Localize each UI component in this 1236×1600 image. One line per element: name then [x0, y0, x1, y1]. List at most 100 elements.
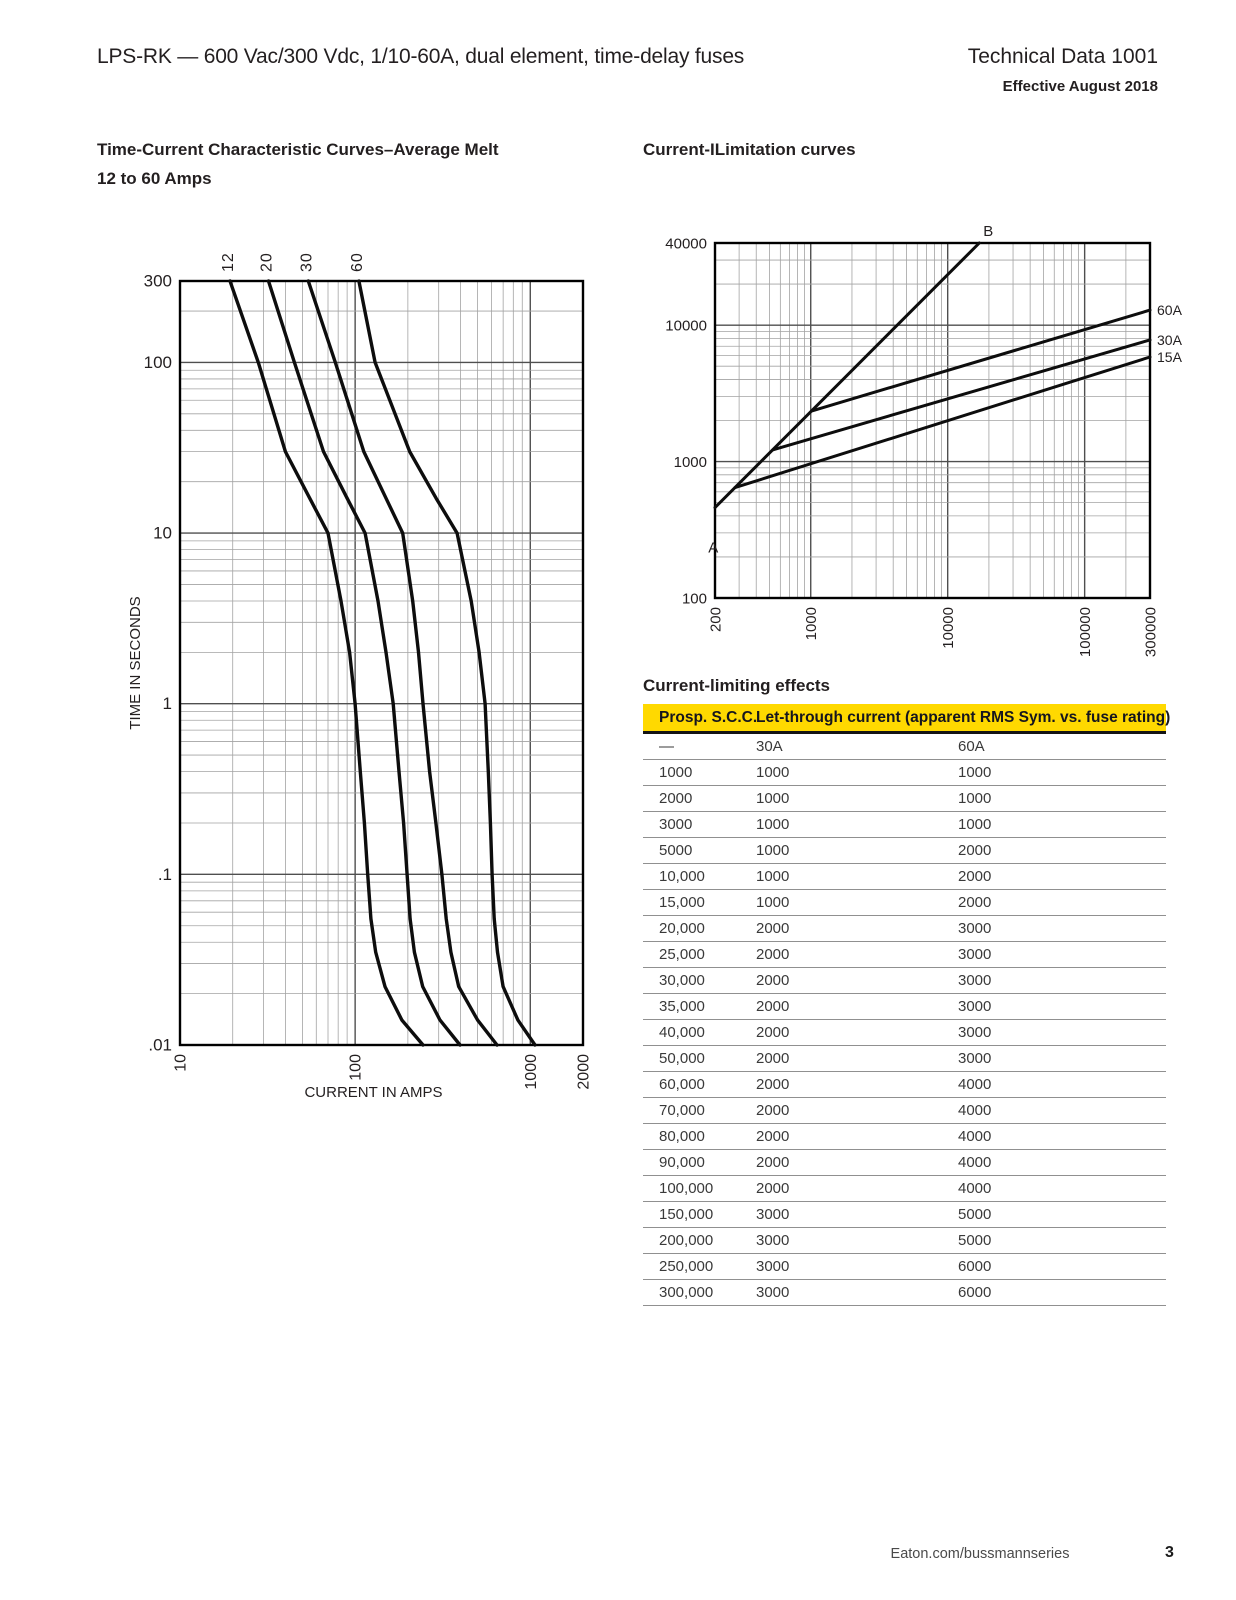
- x-tick-label: 1000: [523, 1054, 540, 1090]
- table-cell: 3000: [748, 1227, 950, 1254]
- table-cell: 1000: [950, 785, 1166, 812]
- table-cell: 6000: [950, 1253, 1166, 1280]
- table-cell: 3000: [643, 811, 748, 838]
- curve-60A: [810, 308, 1152, 413]
- y-tick-label: 100: [144, 353, 172, 372]
- x-tick-label: 2000: [576, 1054, 593, 1090]
- table-cell: 5000: [950, 1201, 1166, 1228]
- y-tick-label: 1: [163, 694, 172, 713]
- table-row: 3000 1000 1000: [643, 811, 1166, 838]
- table-cell: 300,000: [643, 1279, 748, 1306]
- y-tick-label: 40000: [665, 236, 707, 253]
- curve-label-60A: 60A: [1157, 302, 1183, 318]
- curve-60: [357, 279, 537, 1047]
- table-cell: 3000: [748, 1253, 950, 1280]
- doc-number: Technical Data 1001: [967, 45, 1158, 68]
- table-cell: 2000: [748, 1045, 950, 1072]
- table-row: 5000 1000 2000: [643, 837, 1166, 864]
- table-cell: 3000: [950, 993, 1166, 1020]
- table-cell: 1000: [748, 785, 950, 812]
- table-cell: 1000: [950, 811, 1166, 838]
- table-cell: 4000: [950, 1149, 1166, 1176]
- subheader-cell: —: [643, 732, 748, 760]
- table-cell: 2000: [748, 1175, 950, 1202]
- x-tick-label: 100000: [1077, 607, 1094, 657]
- curve-label-30A: 30A: [1157, 332, 1183, 348]
- y-tick-label: .1: [158, 865, 172, 884]
- table-row: 40,000 2000 3000: [643, 1019, 1166, 1046]
- table-cell: 2000: [748, 1123, 950, 1150]
- plot-border: [178, 279, 585, 1047]
- curve-15A: [733, 355, 1152, 490]
- table-row: 60,000 2000 4000: [643, 1071, 1166, 1098]
- footer-url: Eaton.com/bussmannseries: [890, 1546, 1070, 1562]
- subheader-cell: 60A: [950, 732, 1166, 760]
- table-cell: 3000: [748, 1279, 950, 1306]
- right-chart-title: Current-ILimitation curves: [643, 140, 856, 159]
- subheader-cell: 30A: [748, 732, 950, 760]
- table-cell: 6000: [950, 1279, 1166, 1306]
- x-tick-label: 10000: [940, 607, 957, 649]
- x-axis-title: CURRENT IN AMPS: [304, 1084, 442, 1101]
- curve-20: [266, 279, 462, 1047]
- y-axis-title: TIME IN SECONDS: [127, 596, 144, 729]
- table-cell: 3000: [950, 915, 1166, 942]
- table-cell: 1000: [748, 837, 950, 864]
- curve-30: [306, 279, 499, 1047]
- table-cell: 35,000: [643, 993, 748, 1020]
- current-limiting-effects-block: Current-limiting effects Prosp. S.C.C. Le…: [643, 676, 1170, 1306]
- table-row: 10,000 1000 2000: [643, 863, 1166, 890]
- table-cell: 70,000: [643, 1097, 748, 1124]
- curve-label-20: 20: [258, 252, 275, 272]
- table-cell: 3000: [950, 941, 1166, 968]
- table-cell: 3000: [950, 1019, 1166, 1046]
- table-row: 150,000 3000 5000: [643, 1201, 1166, 1228]
- time-current-chart: 12 20 30 60 300 100 10 1.1.01 10 100 1000 2000 CURRE…: [118, 238, 648, 1118]
- annotation-A: A: [708, 539, 718, 556]
- table-row: 15,000 1000 2000: [643, 889, 1166, 916]
- x-tick-label: 300000: [1143, 607, 1160, 657]
- table-cell: 200,000: [643, 1227, 748, 1254]
- table-cell: 2000: [748, 1071, 950, 1098]
- table-cell: 2000: [950, 889, 1166, 916]
- left-chart-title: Time-Current Characteristic Curves–Avera…: [97, 140, 499, 159]
- table-cell: 2000: [748, 1149, 950, 1176]
- table-cell: 50,000: [643, 1045, 748, 1072]
- y-tick-label: 10: [153, 524, 172, 543]
- table-cell: 10,000: [643, 863, 748, 890]
- table-cell: 1000: [748, 759, 950, 786]
- table-cell: 80,000: [643, 1123, 748, 1150]
- table-cell: 2000: [950, 837, 1166, 864]
- table-cell: 1000: [643, 759, 748, 786]
- header-prosp-scc: Prosp. S.C.C.: [643, 704, 757, 734]
- table-cell: 20,000: [643, 915, 748, 942]
- table-row: 90,000 2000 4000: [643, 1149, 1166, 1176]
- table-cell: 4000: [950, 1097, 1166, 1124]
- table-cell: 5000: [643, 837, 748, 864]
- curve-label-30: 30: [298, 252, 315, 272]
- page-number: 3: [1165, 1544, 1174, 1561]
- curve-label-12: 12: [220, 252, 237, 272]
- table-header-row: Prosp. S.C.C. Let-through current (appare…: [643, 704, 1170, 734]
- page-title: LPS-RK — 600 Vac/300 Vdc, 1/10-60A, dual…: [97, 45, 745, 68]
- y-tick-label: 100: [682, 591, 707, 608]
- table-row: 1000 1000 1000: [643, 759, 1166, 786]
- left-chart-subtitle: 12 to 60 Amps: [97, 169, 212, 188]
- table-cell: 60,000: [643, 1071, 748, 1098]
- table-cell: 4000: [950, 1175, 1166, 1202]
- table-row: 35,000 2000 3000: [643, 993, 1166, 1020]
- table-cell: 4000: [950, 1071, 1166, 1098]
- table-cell: 2000: [748, 1097, 950, 1124]
- table-row: 70,000 2000 4000: [643, 1097, 1166, 1124]
- table-cell: 5000: [950, 1227, 1166, 1254]
- table-cell: 2000: [643, 785, 748, 812]
- table-cell: 250,000: [643, 1253, 748, 1280]
- table-cell: 1000: [748, 811, 950, 838]
- table-subheader-row: —30A 60A: [643, 732, 1166, 760]
- curve-label-B: B: [983, 223, 993, 240]
- curve-label-15A: 15A: [1157, 349, 1183, 365]
- curve-30A: [771, 338, 1152, 452]
- table-cell: 3000: [748, 1201, 950, 1228]
